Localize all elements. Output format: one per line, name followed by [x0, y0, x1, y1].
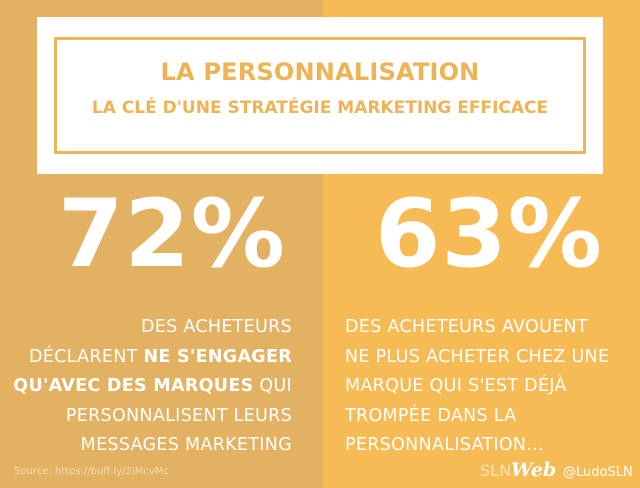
- stat-left-line: DES ACHETEURS: [140, 317, 292, 337]
- brand-logo-web: Web: [511, 459, 557, 481]
- stat-left-line: QU'AVEC DES MARQUES QUI: [13, 376, 292, 396]
- source-link[interactable]: Source: https://buff.ly/2iMcvMc: [14, 466, 169, 477]
- stat-right-value: 63%: [375, 180, 603, 289]
- stat-left-value: 72%: [58, 180, 286, 289]
- twitter-handle[interactable]: @LudoSLN: [563, 465, 633, 480]
- stat-right-line: DES ACHETEURS AVOUENT: [345, 317, 588, 337]
- title-frame: [54, 37, 586, 154]
- stat-right-description: DES ACHETEURS AVOUENT NE PLUS ACHETER CH…: [345, 313, 609, 461]
- stat-left-line: DÉCLARENT NE S'ENGAGER: [29, 346, 292, 367]
- title-subtitle: LA CLÉ D'UNE STRATÉGIE MARKETING EFFICAC…: [91, 98, 549, 118]
- stat-right-line: TROMPÉE DANS LA: [345, 405, 517, 426]
- stat-left-description: DES ACHETEURS DÉCLARENT NE S'ENGAGER QU'…: [13, 313, 292, 461]
- stat-right-line: PERSONNALISATION...: [345, 435, 544, 455]
- stat-right-line: NE PLUS ACHETER CHEZ UNE: [345, 346, 610, 367]
- brand-logo-sln: SLN: [480, 461, 512, 480]
- stat-left-line: MESSAGES MARKETING: [80, 435, 292, 455]
- brand-logo: SLNWeb: [480, 459, 556, 481]
- stat-right-line: MARQUE QUI S'EST DÉJÀ: [345, 376, 567, 396]
- stat-left-line: PERSONNALISENT LEURS: [65, 405, 292, 426]
- title-main: LA PERSONNALISATION: [160, 58, 480, 86]
